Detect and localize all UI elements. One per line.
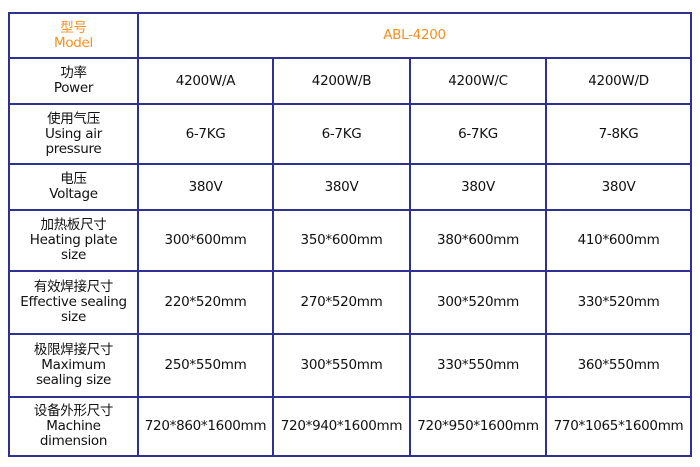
row-label-en: Maximum — [41, 357, 106, 373]
row-label-en: dimension — [39, 433, 108, 449]
row-value: 7-8KG — [544, 103, 693, 165]
row-value: 4200W/C — [409, 57, 547, 105]
row-value: 770*1065*1600mm — [544, 396, 693, 457]
row-value: 720*950*1600mm — [409, 396, 547, 457]
row-value: 380V — [272, 163, 411, 211]
row-label-en: Using air — [45, 125, 102, 142]
row-value: 6-7KG — [137, 103, 274, 165]
row-value: 6-7KG — [272, 103, 411, 165]
row-label-en: sealing size — [35, 372, 112, 388]
model-label: 型号 Model — [8, 12, 139, 59]
row-label-en: Heating plate — [29, 232, 118, 248]
spec-row: 极限焊接尺寸 Maximum sealing size 250*550mm 300*55… — [8, 333, 693, 398]
row-label: 加热板尺寸 Heating plate size — [8, 209, 139, 272]
row-value: 720*940*1600mm — [272, 396, 411, 457]
row-value: 410*600mm — [544, 209, 693, 272]
row-label-en: pressure — [45, 140, 102, 157]
row-value: 6-7KG — [409, 103, 547, 165]
row-label-cn: 使用气压 — [47, 110, 100, 127]
row-value: 250*550mm — [137, 333, 274, 398]
row-label-cn: 加热板尺寸 — [40, 217, 107, 233]
row-value: 380*600mm — [409, 209, 547, 272]
spec-table: 型号 Model ABL-4200 功率 Power 4200W/A 4200W/B 42… — [8, 12, 693, 457]
row-value: 300*550mm — [272, 333, 411, 398]
row-value: 4200W/A — [137, 57, 274, 105]
row-value: 4200W/D — [544, 57, 693, 105]
row-value: 380V — [409, 163, 547, 211]
row-label-en: Effective sealing — [20, 294, 127, 310]
model-label-en: Model — [53, 34, 94, 51]
spec-row: 使用气压 Using air pressure 6-7KG 6-7KG 6-7KG 7-8K… — [8, 103, 693, 165]
row-value: 330*550mm — [409, 333, 547, 398]
row-label-cn: 功率 — [60, 65, 87, 81]
spec-row: 设备外形尺寸 Machine dimension 720*860*1600mm 720*… — [8, 396, 693, 457]
row-label: 极限焊接尺寸 Maximum sealing size — [8, 333, 139, 398]
row-value: 220*520mm — [137, 270, 274, 335]
row-label-cn: 极限焊接尺寸 — [33, 342, 114, 358]
row-value: 270*520mm — [272, 270, 411, 335]
row-label-cn: 有效焊接尺寸 — [33, 279, 114, 295]
row-value: 300*600mm — [137, 209, 274, 272]
model-label-cn: 型号 — [60, 19, 87, 36]
row-label-en: Voltage — [49, 186, 98, 202]
row-label: 有效焊接尺寸 Effective sealing size — [8, 270, 139, 335]
model-row: 型号 Model ABL-4200 — [8, 12, 693, 59]
row-value: 380V — [544, 163, 693, 211]
spec-row: 加热板尺寸 Heating plate size 300*600mm 350*600mm… — [8, 209, 693, 272]
row-value: 330*520mm — [544, 270, 693, 335]
row-label: 电压 Voltage — [8, 163, 139, 211]
row-label: 功率 Power — [8, 57, 139, 105]
row-label-cn: 电压 — [60, 171, 87, 187]
model-value: ABL-4200 — [136, 12, 693, 59]
row-value: 350*600mm — [272, 209, 411, 272]
row-label: 使用气压 Using air pressure — [8, 103, 139, 165]
row-label-en: size — [61, 309, 86, 325]
row-value: 380V — [137, 163, 274, 211]
row-label-en: size — [61, 247, 86, 263]
spec-row: 功率 Power 4200W/A 4200W/B 4200W/C 4200W/D — [8, 57, 693, 105]
row-label-en: Machine — [46, 418, 101, 434]
row-label-en: Power — [53, 80, 94, 96]
row-value: 360*550mm — [544, 333, 693, 398]
row-value: 4200W/B — [272, 57, 411, 105]
row-label: 设备外形尺寸 Machine dimension — [8, 396, 139, 457]
spec-row: 有效焊接尺寸 Effective sealing size 220*520mm 270*… — [8, 270, 693, 335]
row-value: 720*860*1600mm — [137, 396, 274, 457]
row-value: 300*520mm — [409, 270, 547, 335]
row-label-cn: 设备外形尺寸 — [33, 403, 114, 419]
spec-row: 电压 Voltage 380V 380V 380V 380V — [8, 163, 693, 211]
